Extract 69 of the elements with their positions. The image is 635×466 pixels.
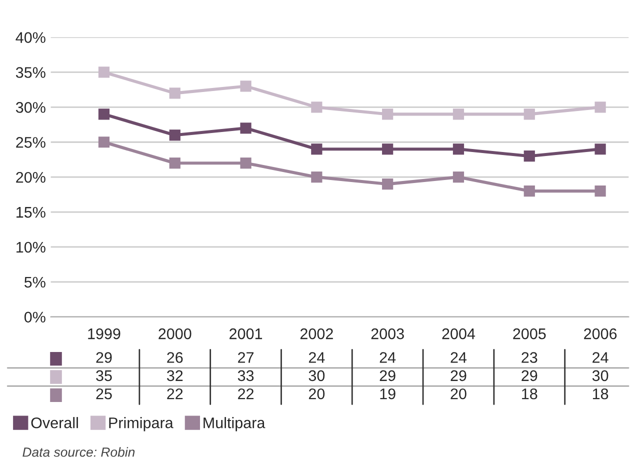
data-label: 22	[167, 388, 183, 400]
point	[382, 178, 394, 190]
data-label: 22	[238, 388, 254, 400]
legend-label: Primipara	[109, 417, 174, 432]
point	[98, 66, 110, 78]
data-label: 24	[450, 352, 467, 363]
data-label: 33	[238, 370, 254, 382]
x-tick-label: 2004	[442, 328, 476, 340]
point	[98, 136, 110, 148]
x-tick-label: 2003	[371, 328, 404, 340]
data-label: 25	[96, 388, 112, 400]
point	[240, 80, 252, 92]
point	[382, 144, 394, 155]
data-label: 32	[166, 370, 183, 382]
data-label: 20	[308, 388, 325, 400]
x-tick-label: 2002	[300, 328, 333, 340]
y-tick-label: 20%	[16, 172, 46, 183]
data-label: 30	[308, 370, 325, 382]
point	[240, 122, 252, 134]
data-label: 29	[450, 370, 466, 382]
point	[311, 102, 322, 113]
data-label: 29	[380, 370, 396, 382]
point	[594, 102, 606, 113]
y-tick-label: 35%	[16, 67, 46, 78]
data-label: 19	[380, 388, 396, 400]
data-label: 29	[522, 370, 538, 382]
data-label: 26	[167, 352, 183, 363]
y-tick-label: 25%	[16, 137, 46, 148]
y-tick-label: 5%	[24, 276, 46, 288]
point	[382, 108, 394, 120]
y-tick-label: 10%	[16, 242, 46, 253]
x-tick-label: 2005	[513, 328, 546, 340]
data-label: 29	[96, 352, 112, 363]
data-label: 30	[592, 370, 608, 382]
point	[594, 186, 606, 197]
x-tick-label: 2006	[584, 328, 617, 340]
data-label: 18	[592, 388, 608, 400]
point	[98, 108, 110, 120]
data-label: 24	[308, 352, 325, 363]
x-tick-label: 2001	[230, 328, 262, 340]
x-tick-label: 1999	[88, 328, 120, 340]
point	[169, 158, 180, 169]
data-label: 27	[238, 352, 254, 363]
x-tick-label: 2000	[158, 328, 192, 340]
point	[524, 186, 535, 197]
point	[524, 108, 535, 120]
point	[311, 172, 322, 183]
y-tick-label: 15%	[16, 206, 46, 218]
point	[452, 144, 464, 155]
data-label: 35	[96, 370, 112, 382]
data-label: 20	[450, 388, 466, 400]
y-tick-label: 0%	[24, 312, 46, 323]
point	[524, 150, 535, 162]
y-tick-label: 30%	[16, 102, 46, 113]
point	[594, 144, 606, 155]
data-label: 18	[522, 388, 538, 400]
point	[311, 144, 322, 155]
legend-label: Overall	[31, 417, 78, 428]
data-label: 24	[592, 352, 608, 363]
point	[240, 158, 252, 169]
data-label: 23	[522, 352, 538, 363]
point	[452, 172, 464, 183]
legend-label: Multipara	[204, 417, 266, 432]
point	[169, 88, 180, 99]
source-note: Data source: Robin	[22, 447, 135, 457]
data-label: 24	[380, 352, 396, 363]
point	[452, 108, 464, 120]
point	[169, 130, 180, 141]
y-tick-label: 40%	[16, 32, 46, 43]
